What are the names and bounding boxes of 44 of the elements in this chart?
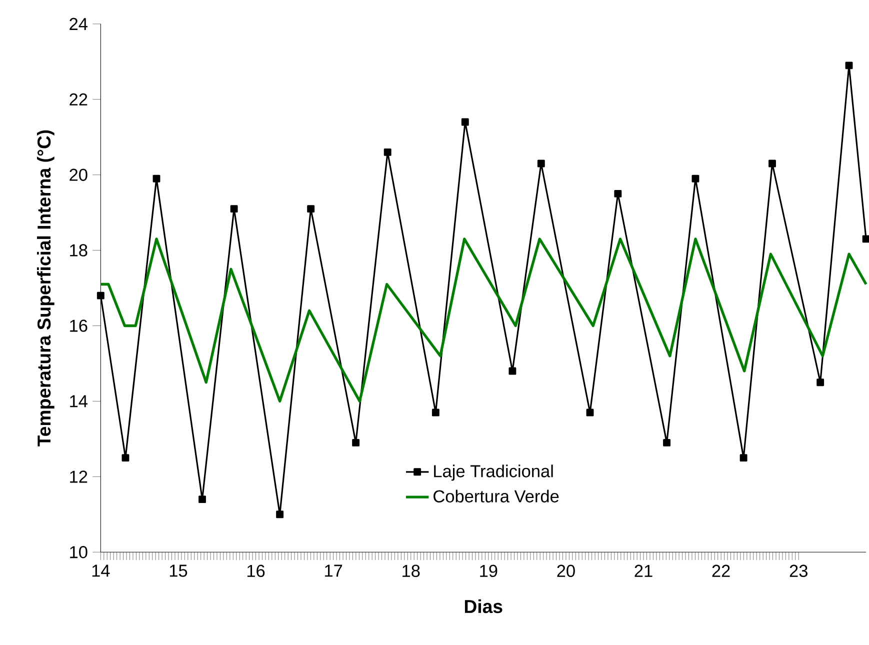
- legend-label: Laje Tradicional: [434, 464, 553, 481]
- point: [122, 454, 130, 462]
- point: [307, 205, 315, 213]
- y-tick-label: 16: [70, 320, 88, 332]
- point: [198, 496, 206, 504]
- x-tick-label: 21: [634, 564, 652, 577]
- x-tick-label: 20: [557, 564, 575, 578]
- point: [816, 378, 824, 386]
- point: [740, 454, 748, 462]
- point: [537, 160, 545, 168]
- y-tick-label: 14: [70, 395, 88, 408]
- point: [384, 148, 392, 156]
- legend-label: Cobertura Verde: [434, 490, 559, 503]
- point: [663, 439, 670, 447]
- point: [152, 174, 160, 182]
- point: [845, 62, 853, 70]
- y-axis-title: Temperatura Superficial Interna (°C): [37, 130, 54, 447]
- x-tick-label: 17: [325, 564, 342, 577]
- point: [96, 292, 104, 300]
- point: [768, 160, 776, 168]
- y-tick-label: 18: [70, 244, 88, 256]
- point: [692, 174, 700, 182]
- point: [586, 408, 594, 416]
- x-tick-label: 22: [712, 564, 730, 577]
- y-tick-label: 24: [70, 18, 88, 30]
- line-series: [99, 238, 868, 403]
- point: [432, 408, 440, 416]
- point: [276, 510, 284, 518]
- point: [508, 367, 516, 375]
- x-tick-label: 15: [170, 564, 188, 577]
- y-tick-label: 22: [70, 93, 88, 106]
- x-tick-label: 23: [790, 564, 808, 578]
- x-tick-label: 16: [247, 564, 265, 578]
- y-tick-label: 12: [70, 470, 88, 483]
- x-tick-label: 18: [402, 564, 420, 578]
- point: [230, 205, 238, 213]
- x-tick-label: 19: [480, 564, 498, 578]
- x-axis-title: Dias: [464, 600, 502, 614]
- point: [352, 439, 360, 447]
- x-tick-label: 14: [92, 564, 110, 577]
- y-tick-label: 20: [70, 168, 88, 182]
- point: [614, 190, 622, 198]
- y-tick-label: 10: [70, 546, 88, 558]
- point: [461, 118, 469, 126]
